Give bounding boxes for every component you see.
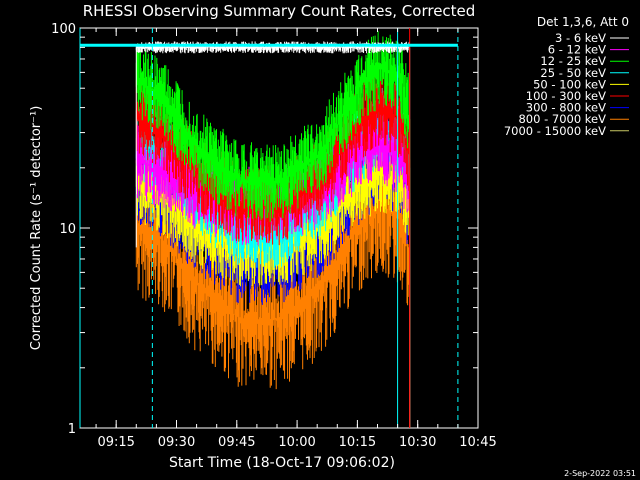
legend-label: 50 - 100 keV: [533, 77, 606, 91]
x-tick-label: 09:15: [97, 435, 134, 450]
x-tick-label: 10:15: [339, 435, 376, 450]
legend-label: 25 - 50 keV: [540, 66, 606, 80]
legend-label: 12 - 25 keV: [540, 54, 606, 68]
timestamp: 2-Sep-2022 03:51: [564, 469, 636, 478]
y-tick-label: 100: [51, 22, 76, 37]
plot-area: [79, 27, 479, 429]
y-axis-label: Corrected Count Rate (s⁻¹ detector⁻¹): [29, 106, 44, 351]
y-tick-label: 1: [68, 422, 76, 437]
y-axis-ticks: 1 10 100: [51, 22, 478, 437]
x-tick-label: 10:45: [459, 435, 496, 450]
legend-label: 6 - 12 keV: [548, 43, 606, 57]
x-axis-ticks: 09:15 09:30 09:45 10:00 10:15 10:30 10:45: [95, 28, 497, 450]
x-tick-label: 09:30: [158, 435, 195, 450]
legend-label: 300 - 800 keV: [526, 101, 606, 115]
x-axis-label: Start Time (18-Oct-17 09:06:02): [169, 455, 395, 471]
legend-label: 7000 - 15000 keV: [504, 124, 606, 138]
x-tick-label: 10:00: [278, 435, 315, 450]
legend-label: 100 - 300 keV: [526, 89, 606, 103]
legend-title: Det 1,3,6, Att 0: [537, 15, 629, 29]
chart-title: RHESSI Observing Summary Count Rates, Co…: [83, 2, 476, 20]
legend-label: 3 - 6 keV: [555, 31, 606, 45]
y-tick-label: 10: [59, 222, 76, 237]
x-tick-label: 10:30: [399, 435, 436, 450]
legend-label: 800 - 7000 keV: [518, 112, 606, 126]
x-tick-label: 09:45: [218, 435, 255, 450]
